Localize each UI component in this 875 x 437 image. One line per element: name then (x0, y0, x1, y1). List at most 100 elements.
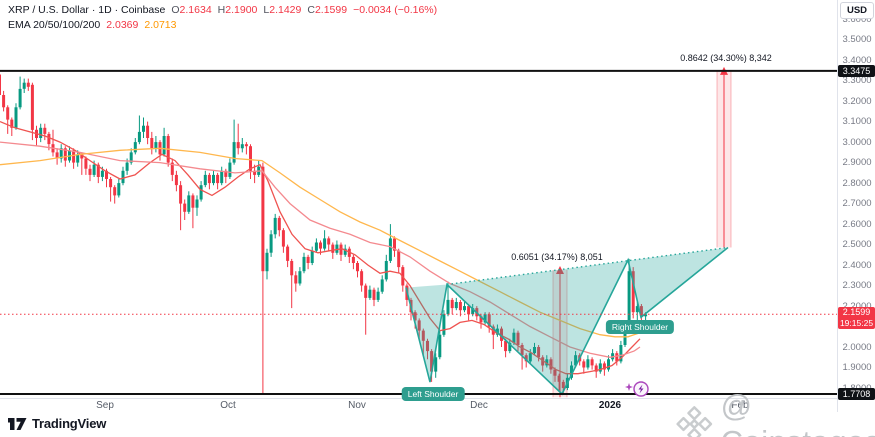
head-and-shoulders-pattern[interactable] (405, 246, 729, 396)
candle (644, 314, 648, 317)
price-tick-label: 3.0000 (842, 136, 872, 148)
ema-label[interactable]: EMA 20/50/100/200 (8, 19, 101, 31)
candle (142, 125, 145, 132)
candle (26, 82, 30, 87)
symbol-title[interactable]: XRP / U.S. Dollar · 1D · Coinbase (8, 4, 166, 16)
candle (72, 150, 76, 163)
price-tick-label: 2.2000 (842, 300, 872, 312)
low-label: L (263, 4, 270, 16)
candle (162, 136, 166, 155)
measurement-band[interactable] (716, 66, 732, 248)
candle (92, 164, 96, 175)
candle (500, 328, 503, 341)
right-shoulder-label[interactable]: Right Shoulder (605, 320, 675, 334)
candle (623, 324, 627, 345)
candle (80, 154, 84, 159)
price-tick-label: 2.7000 (842, 198, 872, 210)
candle (504, 340, 508, 352)
candle (512, 332, 516, 343)
candle (6, 107, 10, 120)
head-measurement-label: 0.6051 (34.17%) 8,051 (511, 252, 603, 262)
candle (137, 131, 141, 143)
candle (76, 154, 80, 163)
candle (84, 158, 88, 169)
candle (413, 312, 417, 321)
candle (129, 152, 133, 163)
candle (10, 119, 14, 128)
candle (557, 375, 561, 382)
ema-100-line[interactable] (0, 147, 641, 338)
left-shoulder-label[interactable]: Left Shoulder (401, 387, 465, 401)
high-label: H (217, 4, 226, 16)
candle (323, 238, 327, 249)
candle (47, 133, 51, 145)
price-tick-label: 3.1000 (842, 116, 872, 128)
candle (179, 185, 183, 204)
candle (619, 345, 623, 362)
candle (105, 170, 108, 179)
candle (553, 369, 557, 376)
star-icon (625, 383, 633, 391)
candle (183, 203, 187, 212)
candle (368, 289, 372, 298)
candle (314, 242, 318, 251)
lightning-icon (638, 384, 644, 394)
candle (133, 142, 137, 153)
ema100-value: 2.0713 (144, 19, 177, 31)
candle (14, 107, 18, 128)
time-axis-label: Feb (731, 400, 749, 411)
price-tick-label: 2.9000 (842, 157, 872, 169)
candle (598, 363, 602, 372)
candle (30, 84, 34, 130)
candle (335, 244, 339, 253)
candlestick-chart-canvas[interactable] (0, 0, 837, 398)
price-axis[interactable]: USD 3.6000 3.5000 3.4000 3.3000 3.2000 3.1000… (837, 0, 875, 412)
candle (96, 164, 100, 177)
candle (520, 345, 524, 356)
candle (467, 306, 471, 315)
price-tick-label: 2.5000 (842, 239, 872, 251)
candle (281, 230, 285, 247)
candle (607, 359, 610, 370)
currency-unit-button[interactable]: USD (840, 2, 874, 19)
time-axis-label: Nov (348, 400, 366, 411)
candle (545, 359, 549, 366)
candle (388, 238, 392, 261)
candle (561, 381, 565, 388)
time-axis-label: Dec (470, 400, 488, 411)
chart-legend: XRP / U.S. Dollar · 1D · Coinbase O2.1634… (8, 3, 437, 33)
candle (121, 170, 125, 184)
chart-plot-area[interactable]: XRP / U.S. Dollar · 1D · Coinbase O2.1634… (0, 0, 837, 401)
candle (364, 285, 368, 298)
candle (228, 162, 232, 177)
candle (236, 142, 240, 149)
symbol-info-row[interactable]: XRP / U.S. Dollar · 1D · Coinbase O2.1634… (8, 3, 437, 18)
target-measurement-label: 0.8642 (34.30%) 8,342 (680, 53, 772, 63)
tradingview-logo[interactable]: TradingView (8, 416, 106, 431)
ema-indicator-row[interactable]: EMA 20/50/100/200 2.0369 2.0713 (8, 18, 437, 33)
candle (59, 148, 63, 159)
candle (199, 185, 203, 200)
candle (463, 306, 466, 311)
candle (244, 144, 248, 147)
candle (117, 183, 121, 196)
event-marker[interactable] (624, 379, 650, 403)
candle (635, 306, 639, 313)
candle (434, 357, 438, 372)
candle (294, 275, 298, 284)
candle (290, 261, 294, 276)
time-axis-label: 2026 (598, 400, 622, 411)
price-tick-label: 3.6000 (842, 13, 872, 25)
candle (590, 359, 594, 366)
price-tick-label: 3.3000 (842, 75, 872, 87)
price-tick-label: 1.9000 (842, 362, 872, 374)
candle (224, 170, 228, 177)
candle (269, 234, 273, 253)
candle (454, 302, 458, 309)
candle (384, 261, 388, 280)
candle (2, 95, 6, 108)
candle (524, 355, 528, 362)
ema-50-line[interactable] (0, 141, 641, 358)
candle (174, 174, 178, 186)
ema-20-line[interactable] (0, 120, 641, 375)
